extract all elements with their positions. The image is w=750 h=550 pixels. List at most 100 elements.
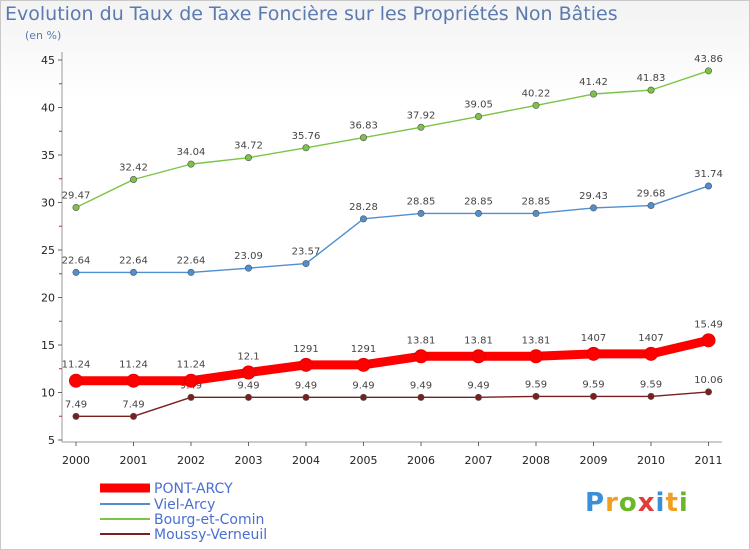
- data-label: 1407: [638, 333, 663, 344]
- data-point: [586, 346, 601, 361]
- data-label: 13.81: [464, 335, 493, 346]
- x-tick-label: 2006: [407, 454, 435, 467]
- data-point: [359, 134, 367, 142]
- data-point: [241, 365, 256, 380]
- data-point: [72, 204, 80, 212]
- y-tick-label: 10: [41, 387, 55, 400]
- data-point: [589, 90, 597, 98]
- data-label: 9.59: [582, 379, 604, 390]
- data-label: 29.47: [62, 191, 91, 202]
- data-point: [704, 388, 712, 396]
- data-label: 28.28: [349, 202, 378, 213]
- data-point: [704, 67, 712, 75]
- data-label: 9.59: [640, 379, 662, 390]
- data-point: [589, 392, 597, 400]
- y-tick-label: 45: [41, 54, 55, 67]
- y-tick-label: 35: [41, 149, 55, 162]
- data-label: 22.64: [62, 255, 91, 266]
- data-point: [302, 144, 310, 152]
- data-label: 43.86: [694, 54, 723, 65]
- y-tick-label: 20: [41, 292, 55, 305]
- data-point: [245, 154, 253, 162]
- data-point: [414, 349, 428, 364]
- data-label: 29.68: [637, 189, 666, 200]
- y-tick-label: 5: [48, 434, 55, 447]
- data-label: 28.85: [407, 196, 436, 207]
- data-label: 7.49: [65, 399, 87, 410]
- data-point: [647, 392, 655, 400]
- data-label: 1291: [351, 344, 376, 355]
- data-point: [701, 333, 716, 348]
- x-tick-label: 2007: [465, 454, 493, 467]
- data-label: 31.74: [694, 169, 723, 180]
- logo-letter: i: [678, 488, 689, 518]
- chart-unit: (en %): [25, 29, 62, 42]
- data-point: [589, 204, 597, 212]
- logo-letter: i: [655, 488, 666, 518]
- data-point: [130, 412, 138, 420]
- data-label: 28.85: [464, 196, 493, 207]
- data-point: [184, 373, 198, 388]
- data-label: 11.24: [177, 360, 206, 371]
- data-label: 9.49: [237, 380, 259, 391]
- data-point: [187, 268, 195, 276]
- logo-letter: r: [605, 488, 619, 518]
- logo-letter: t: [665, 488, 679, 518]
- x-tick-label: 2011: [695, 454, 723, 467]
- data-point: [471, 349, 486, 364]
- data-label: 29.43: [579, 191, 608, 202]
- data-point: [299, 357, 313, 372]
- data-label: 34.04: [177, 147, 206, 158]
- x-tick-label: 2010: [637, 454, 665, 467]
- logo-letter: o: [618, 488, 638, 518]
- data-label: 37.92: [407, 110, 436, 121]
- series-line-3: [75, 391, 710, 418]
- data-point: [72, 412, 80, 420]
- legend-entry-1: Viel-Arcy: [154, 497, 215, 513]
- series-line-0: [71, 335, 713, 386]
- data-label: 11.24: [62, 360, 91, 371]
- data-point: [532, 101, 540, 109]
- data-label: 9.49: [410, 380, 432, 391]
- data-label: 1291: [293, 344, 318, 355]
- y-tick-label: 25: [41, 244, 55, 257]
- data-point: [245, 393, 253, 401]
- x-tick-label: 2002: [177, 454, 205, 467]
- data-point: [69, 373, 83, 388]
- data-label: 39.05: [464, 100, 493, 111]
- y-tick-label: 40: [41, 102, 55, 115]
- x-tick-label: 2004: [292, 454, 320, 467]
- chart-title: Evolution du Taux de Taxe Foncière sur l…: [5, 3, 618, 25]
- data-label: 13.81: [522, 335, 551, 346]
- x-tick-label: 2008: [522, 454, 550, 467]
- legend-entry-2: Bourg-et-Comin: [154, 512, 264, 528]
- x-tick-label: 2003: [235, 454, 263, 467]
- data-label: 41.83: [637, 73, 666, 84]
- data-label: 41.42: [579, 77, 608, 88]
- data-point: [72, 268, 80, 276]
- data-label: 36.83: [349, 121, 378, 132]
- x-tick-label: 2000: [62, 454, 90, 467]
- data-point: [644, 346, 658, 361]
- data-point: [245, 264, 253, 272]
- logo-letter: x: [637, 488, 656, 518]
- data-point: [359, 215, 367, 223]
- data-point: [130, 268, 138, 276]
- data-label: 23.09: [234, 251, 263, 262]
- data-point: [532, 209, 540, 217]
- legend-entry-3: Moussy-Verneuil: [154, 527, 267, 543]
- x-tick-label: 2005: [350, 454, 378, 467]
- y-tick-label: 15: [41, 339, 55, 352]
- data-label: 22.64: [177, 255, 206, 266]
- data-point: [356, 357, 371, 372]
- data-point: [647, 202, 655, 210]
- data-label: 9.49: [295, 380, 317, 391]
- logo-letter: P: [585, 488, 606, 518]
- data-point: [532, 392, 540, 400]
- data-point: [302, 260, 310, 268]
- data-point: [647, 86, 655, 94]
- data-label: 10.06: [694, 375, 723, 386]
- series-line-2: [75, 70, 710, 209]
- data-label: 15.49: [694, 319, 723, 330]
